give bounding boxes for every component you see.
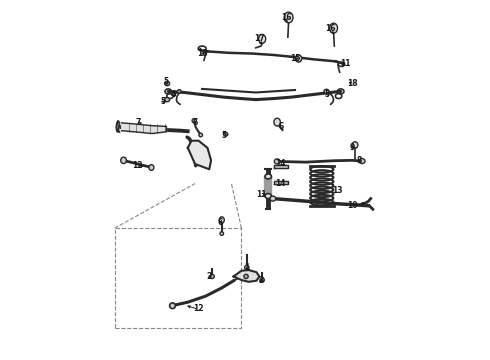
Text: 8: 8 — [357, 156, 362, 165]
Text: 4: 4 — [171, 90, 176, 99]
Text: 17: 17 — [254, 35, 265, 44]
Polygon shape — [234, 270, 259, 282]
Text: 15: 15 — [290, 54, 300, 63]
Ellipse shape — [260, 278, 264, 282]
Ellipse shape — [165, 98, 170, 102]
Ellipse shape — [259, 35, 266, 43]
Ellipse shape — [220, 217, 224, 223]
Text: 16: 16 — [325, 24, 336, 33]
Text: 5: 5 — [160, 97, 166, 106]
Text: 1: 1 — [244, 263, 249, 272]
Text: 18: 18 — [197, 49, 207, 58]
Polygon shape — [273, 181, 288, 184]
Text: 7: 7 — [135, 118, 141, 127]
Text: 14: 14 — [275, 159, 286, 168]
Ellipse shape — [244, 274, 248, 279]
Text: 10: 10 — [347, 201, 357, 210]
Ellipse shape — [324, 89, 329, 94]
Ellipse shape — [295, 55, 302, 62]
Text: 6: 6 — [218, 219, 222, 228]
Ellipse shape — [274, 159, 280, 164]
Polygon shape — [188, 141, 211, 169]
Text: 12: 12 — [133, 161, 143, 170]
Ellipse shape — [330, 23, 338, 33]
Text: 13: 13 — [333, 186, 343, 195]
Text: 5: 5 — [164, 77, 169, 86]
Text: 9: 9 — [349, 143, 355, 152]
Text: 3: 3 — [258, 275, 264, 284]
Ellipse shape — [284, 12, 293, 23]
Text: 11: 11 — [340, 59, 350, 68]
Ellipse shape — [265, 194, 271, 199]
Text: 12: 12 — [194, 304, 204, 313]
Text: 5: 5 — [221, 131, 226, 140]
Text: 5: 5 — [324, 90, 330, 99]
Ellipse shape — [274, 118, 280, 126]
Text: 6: 6 — [193, 118, 197, 127]
Ellipse shape — [359, 158, 365, 163]
Ellipse shape — [220, 232, 223, 235]
Ellipse shape — [165, 81, 170, 86]
Ellipse shape — [149, 165, 154, 170]
Ellipse shape — [170, 303, 175, 309]
Text: 2: 2 — [207, 272, 212, 281]
Ellipse shape — [192, 118, 196, 123]
Ellipse shape — [265, 174, 271, 179]
Ellipse shape — [199, 133, 202, 137]
Ellipse shape — [223, 132, 228, 136]
Text: 16: 16 — [281, 13, 292, 22]
Polygon shape — [122, 123, 167, 134]
Text: 6: 6 — [278, 122, 283, 131]
Ellipse shape — [210, 274, 214, 279]
Ellipse shape — [121, 157, 126, 163]
Ellipse shape — [270, 196, 276, 201]
Ellipse shape — [177, 90, 181, 93]
Ellipse shape — [352, 142, 358, 148]
Ellipse shape — [245, 265, 249, 270]
Text: 14: 14 — [275, 179, 286, 188]
Text: 11: 11 — [256, 190, 267, 199]
Text: 18: 18 — [347, 79, 358, 88]
Polygon shape — [273, 165, 288, 168]
